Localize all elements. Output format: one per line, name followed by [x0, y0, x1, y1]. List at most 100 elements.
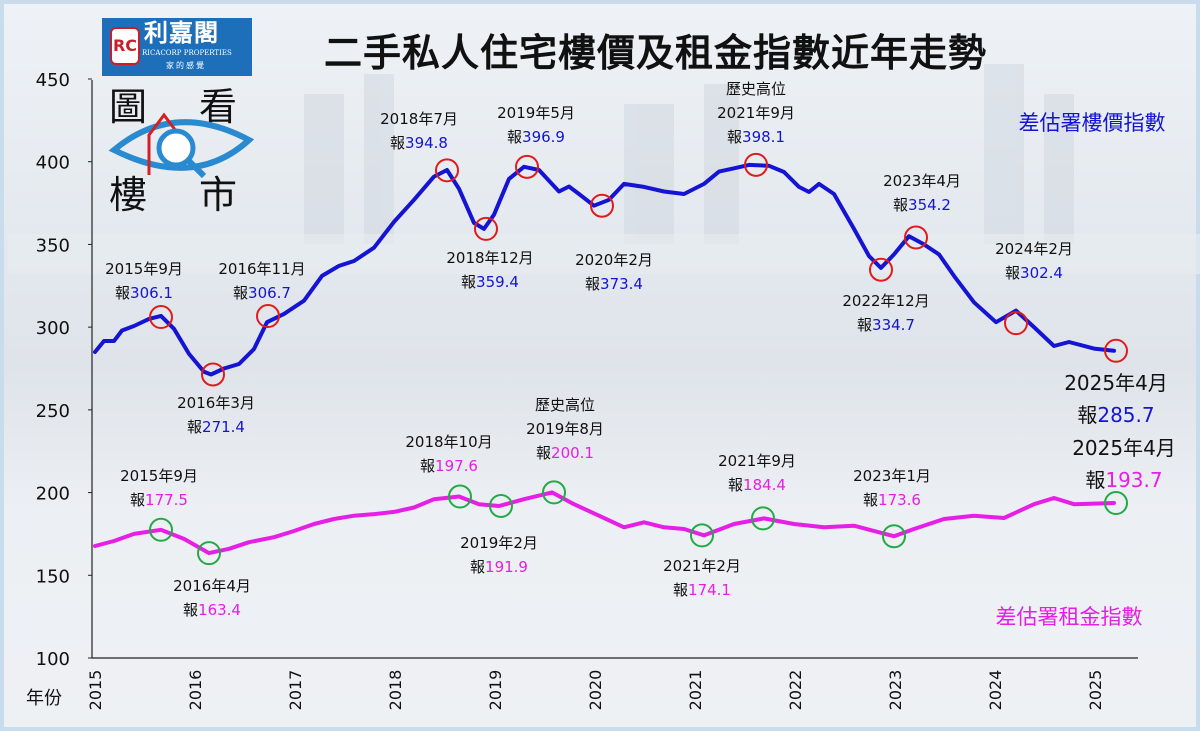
annotation-value: 報174.1	[673, 581, 731, 599]
annotation-number: 191.9	[485, 558, 528, 576]
annotation-value: 報306.1	[115, 284, 173, 302]
annotation-date: 2024年2月	[995, 240, 1073, 258]
annotation-marker	[515, 154, 539, 179]
annotation-marker	[197, 541, 221, 566]
annotation-prefix: 報	[728, 476, 743, 494]
badge-char: 市	[199, 173, 237, 217]
annotation-number: 271.4	[202, 418, 245, 436]
x-tick-label: 2015	[86, 670, 105, 711]
x-tick-label: 2020	[586, 670, 605, 711]
annotation-date: 2019年2月	[460, 534, 538, 552]
annotation-value: 報197.6	[420, 457, 478, 475]
chart-title: 二手私人住宅樓價及租金指數近年走勢	[324, 31, 988, 75]
annotation-number: 173.6	[878, 491, 921, 509]
annotation-date: 2021年2月	[663, 557, 741, 575]
annotation-value: 報177.5	[130, 491, 188, 509]
y-tick-label: 200	[36, 484, 70, 505]
y-tick-label: 100	[36, 649, 70, 670]
annotation-number: 197.6	[435, 457, 478, 475]
logo-slogan: 家的感覺	[166, 61, 206, 70]
annotation-prefix: 報	[673, 581, 688, 599]
annotation-marker	[1104, 338, 1128, 363]
annotation-marker	[542, 480, 566, 505]
annotation-date: 2023年4月	[883, 172, 961, 190]
annotation-value: 報394.8	[390, 134, 448, 152]
annotation-prefix: 報	[183, 601, 198, 619]
logo-name: 利嘉閣	[144, 18, 219, 47]
annotation-value: 報163.4	[183, 601, 241, 619]
annotation-number: 200.1	[551, 444, 594, 462]
annotation-number: 359.4	[476, 273, 519, 291]
annotation-value: 報193.7	[1085, 468, 1162, 492]
annotation-marker	[904, 225, 928, 250]
logo-mark: RC	[110, 27, 140, 65]
y-tick-label: 400	[36, 153, 70, 174]
annotation-date: 2016年4月	[173, 577, 251, 595]
annotation-number: 354.2	[908, 196, 951, 214]
annotation-marker	[435, 158, 459, 183]
annotation-value: 報173.6	[863, 491, 921, 509]
annotation-marker	[256, 304, 280, 329]
series-line-rent	[93, 490, 1116, 556]
y-tick-label: 300	[36, 318, 70, 339]
annotation-prefix: 報	[115, 284, 130, 302]
annotation-date: 2021年9月	[718, 452, 796, 470]
annotation-date: 2025年4月	[1072, 436, 1176, 460]
annotation-prefix: 報	[187, 418, 202, 436]
annotation-value: 報271.4	[187, 418, 245, 436]
annotation-date: 歷史高位	[726, 80, 786, 98]
annotation-date: 2025年4月	[1064, 371, 1168, 395]
annotation-value: 報285.7	[1077, 403, 1154, 427]
annotation-date: 2019年5月	[497, 104, 575, 122]
badge-char: 樓	[109, 173, 147, 217]
annotation-value: 報359.4	[461, 273, 519, 291]
x-tick-label: 2022	[786, 670, 805, 711]
annotation-marker	[474, 216, 498, 241]
y-tick-label: 150	[36, 566, 70, 587]
annotation-value: 報396.9	[507, 128, 565, 146]
annotation-number: 193.7	[1105, 468, 1162, 492]
annotation-number: 306.1	[130, 284, 173, 302]
annotation-number: 177.5	[145, 491, 188, 509]
x-tick-label: 2018	[386, 670, 405, 711]
annotation-date: 2016年11月	[218, 260, 305, 278]
annotation-marker	[690, 523, 714, 548]
x-tick-label: 2023	[886, 670, 905, 711]
y-tick-label: 450	[36, 70, 70, 91]
annotation-date: 2022年12月	[842, 292, 929, 310]
annotation-prefix: 報	[585, 275, 600, 293]
annotation-marker	[489, 493, 513, 518]
annotation-date: 2021年9月	[717, 104, 795, 122]
annotation-marker	[869, 257, 893, 282]
annotation-date: 2018年10月	[405, 433, 492, 451]
series-label: 差估署樓價指數	[1019, 111, 1166, 135]
annotation-date: 2019年8月	[526, 420, 604, 438]
annotation-prefix: 報	[507, 128, 522, 146]
annotation-prefix: 報	[863, 491, 878, 509]
annotation-date: 2020年2月	[575, 251, 653, 269]
annotation-date: 2018年7月	[380, 110, 458, 128]
line-chart: 100 150 200 250 300 350 400 450 2015 2016 2017 2018…	[26, 70, 1176, 711]
annotation-date: 2015年9月	[120, 467, 198, 485]
annotation-value: 報354.2	[893, 196, 951, 214]
annotation-date: 2015年9月	[105, 260, 183, 278]
annotation-prefix: 報	[420, 457, 435, 475]
house-icon	[147, 112, 181, 175]
magnifier-icon	[156, 128, 196, 168]
annotation-number: 334.7	[872, 316, 915, 334]
annotation-value: 報200.1	[536, 444, 594, 462]
annotation-marker	[744, 152, 768, 177]
annotation-value: 報191.9	[470, 558, 528, 576]
annotation-value: 報302.4	[1005, 264, 1063, 282]
annotation-marker	[149, 517, 173, 542]
logo-english: RICACORP PROPERTIES	[142, 49, 232, 57]
annotation-prefix: 報	[1005, 264, 1020, 282]
annotation-number: 398.1	[742, 128, 785, 146]
annotation-marker	[149, 305, 173, 330]
annotation-number: 174.1	[688, 581, 731, 599]
annotation-prefix: 報	[470, 558, 485, 576]
annotation-prefix: 報	[1077, 403, 1097, 427]
annotation-prefix: 報	[390, 134, 405, 152]
badge-char: 圖	[109, 85, 147, 129]
annotation-number: 394.8	[405, 134, 448, 152]
